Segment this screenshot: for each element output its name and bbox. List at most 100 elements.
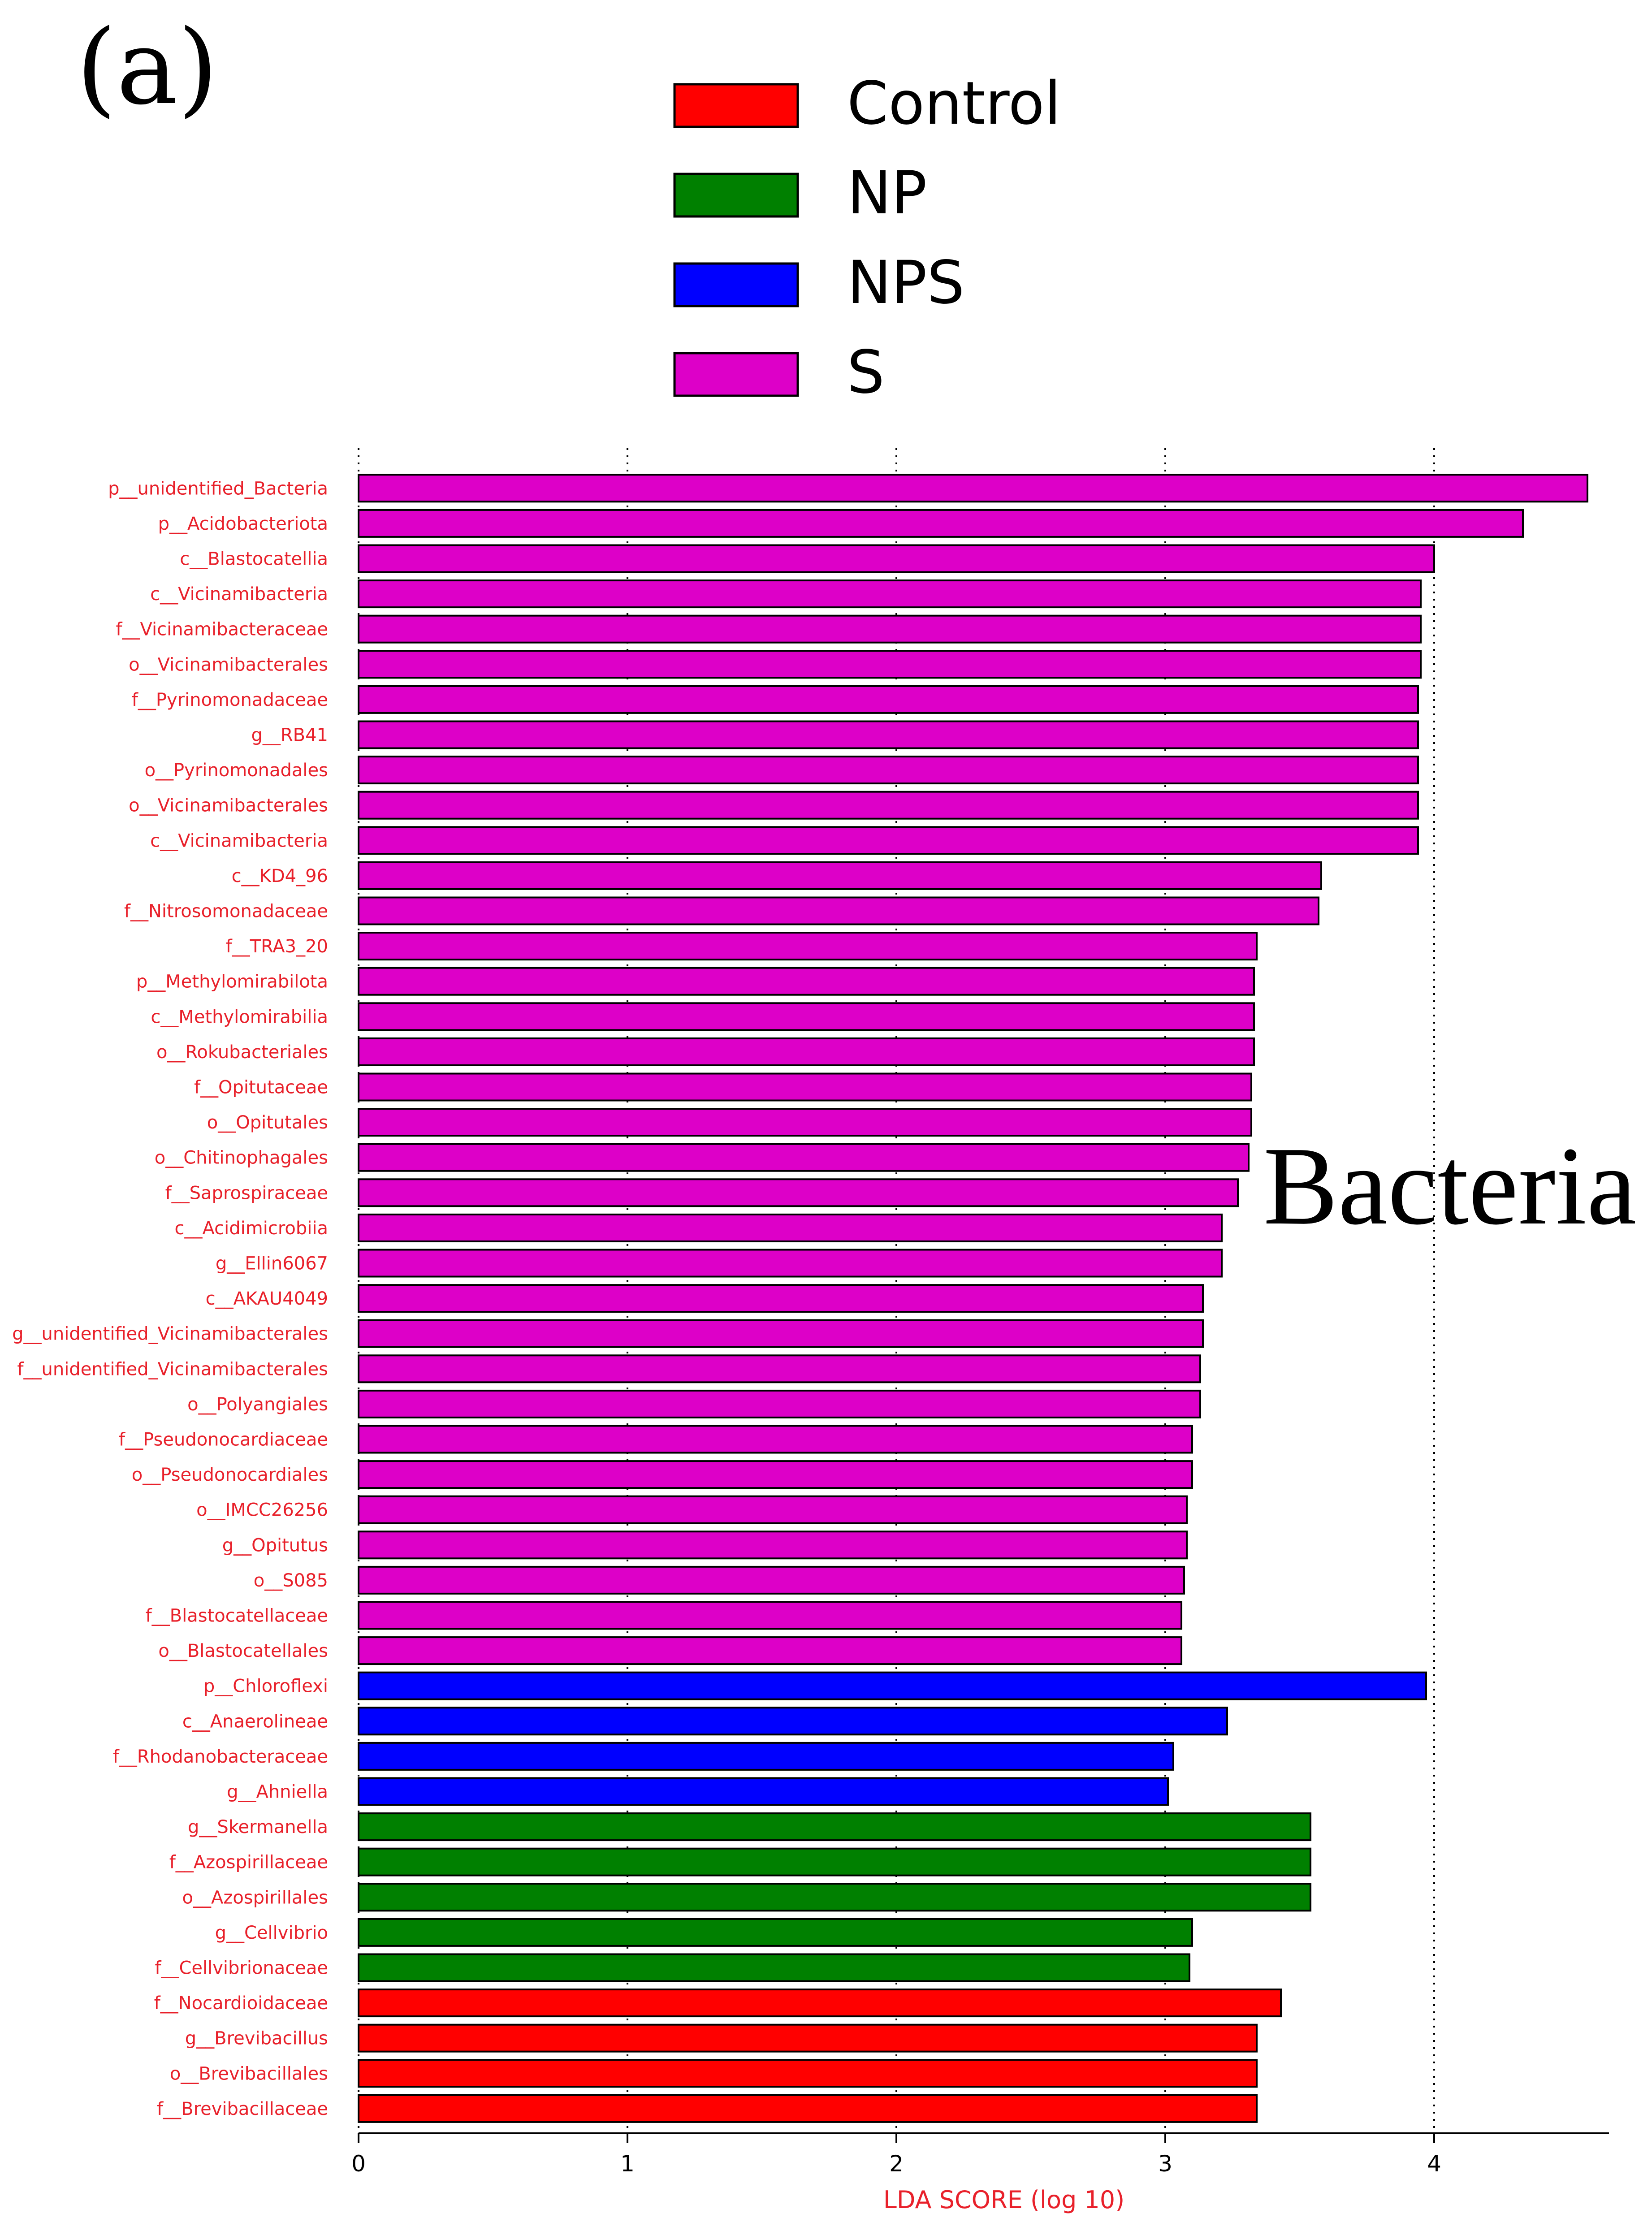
- bar-label: o__Pseudonocardiales: [132, 1465, 328, 1485]
- bar-label: p__unidentified_Bacteria: [108, 478, 328, 499]
- x-tick-label: 4: [1427, 2151, 1441, 2177]
- bar-label: c__Vicinamibacteria: [150, 830, 328, 851]
- bar-label: o__Polyangiales: [187, 1394, 328, 1415]
- bar: [358, 1530, 1188, 1560]
- bar-labels: p__unidentified_Bacteria p__Acidobacterio…: [12, 478, 328, 2119]
- x-axis-title: LDA SCORE (log 10): [883, 2186, 1124, 2214]
- bar: [358, 861, 1322, 890]
- bar: [358, 1213, 1223, 1242]
- bar: [358, 579, 1422, 609]
- bar: [358, 614, 1422, 644]
- bar-label: o__Azospirillales: [182, 1887, 328, 1908]
- legend-label-control: Control: [847, 69, 1061, 138]
- bar: [358, 1671, 1427, 1700]
- bar: [358, 1108, 1252, 1137]
- bar-label: g__Ellin6067: [216, 1254, 328, 1274]
- bar-label: c__Vicinamibacteria: [150, 584, 328, 605]
- bar: [358, 1812, 1311, 1842]
- bar: [358, 1284, 1204, 1313]
- bar-label: f__Saprospiraceae: [165, 1183, 328, 1203]
- panel-label: (a): [76, 8, 218, 128]
- bar: [358, 544, 1435, 573]
- x-tick-label: 3: [1158, 2151, 1172, 2177]
- legend-swatch-np: [673, 173, 799, 218]
- bar: [358, 826, 1419, 855]
- bar: [358, 2023, 1258, 2053]
- bar: [358, 1389, 1201, 1418]
- bar-label: f__Pyrinomonadaceae: [132, 690, 328, 710]
- legend-swatch-s: [673, 352, 799, 397]
- bar-label: f__Azospirillaceae: [169, 1852, 328, 1873]
- bar: [358, 896, 1319, 925]
- bar-label: g__Ahniella: [227, 1782, 328, 1803]
- bar: [358, 1742, 1174, 1771]
- bar-label: f__Pseudonocardiaceae: [119, 1430, 328, 1450]
- bar-label: p__Chloroflexi: [203, 1676, 328, 1697]
- bar: [358, 685, 1419, 714]
- bar-label: f__unidentified_Vicinamibacterales: [17, 1359, 328, 1379]
- bar-label: p__Methylomirabilota: [136, 972, 328, 992]
- bar: [358, 1495, 1188, 1524]
- bar: [358, 1354, 1201, 1383]
- bar-label: c__Blastocatellia: [180, 549, 328, 570]
- bar: [358, 967, 1255, 996]
- bar-label: c__Anaerolineae: [182, 1711, 328, 1732]
- bar: [358, 1249, 1223, 1278]
- bar-label: c__AKAU4049: [206, 1288, 328, 1309]
- x-axis: 0 1 2 3 4: [351, 2132, 1609, 2177]
- bar-label: o__Brevibacillales: [170, 2063, 328, 2084]
- bar: [358, 1918, 1193, 1947]
- bar: [358, 1883, 1311, 1912]
- x-tick-label: 1: [620, 2151, 635, 2177]
- legend-swatch-control: [673, 83, 799, 128]
- bar-label: f__Nocardioidaceae: [154, 1993, 328, 2014]
- bar: [358, 1460, 1193, 1489]
- bar-label: p__Acidobacteriota: [158, 514, 328, 534]
- bar-label: o__IMCC26256: [196, 1500, 328, 1521]
- legend-swatch-nps: [673, 262, 799, 307]
- legend: Control NP NPS S: [673, 69, 1061, 407]
- bar: [358, 2059, 1258, 2088]
- bar-label: c__Acidimicrobiia: [175, 1218, 329, 1239]
- bar-label: g__Skermanella: [188, 1817, 328, 1837]
- bar-label: o__Opitutales: [207, 1112, 328, 1133]
- bar-label: g__Cellvibrio: [215, 1923, 328, 1943]
- bar: [358, 650, 1422, 679]
- bar: [358, 1178, 1239, 1207]
- bar-label: f__Nitrosomonadaceae: [124, 901, 328, 922]
- bar-label: o__S085: [254, 1570, 328, 1591]
- bar-label: o__Chitinophagales: [155, 1148, 328, 1168]
- bar-label: f__Vicinamibacteraceae: [116, 619, 328, 640]
- bar-label: g__Brevibacillus: [185, 2028, 328, 2049]
- bar-label: c__Methylomirabilia: [151, 1007, 328, 1027]
- bar: [358, 1707, 1228, 1736]
- bar-label: o__Rokubacteriales: [156, 1042, 328, 1063]
- bar: [358, 1953, 1190, 1982]
- bar-label: f__Brevibacillaceae: [157, 2099, 328, 2119]
- bar-label: g__unidentified_Vicinamibacterales: [12, 1324, 328, 1344]
- bar-label: o__Vicinamibacterales: [129, 795, 328, 816]
- bar-label: o__Pyrinomonadales: [145, 760, 328, 781]
- bar-label: o__Blastocatellales: [158, 1641, 328, 1661]
- bar-label: f__Cellvibrionaceae: [155, 1958, 328, 1979]
- bar-label: f__Blastocatellaceae: [146, 1606, 328, 1626]
- bar: [358, 756, 1419, 785]
- legend-label-nps: NPS: [847, 248, 964, 317]
- bar: [358, 1319, 1204, 1348]
- bar-label: o__Vicinamibacterales: [129, 654, 328, 675]
- bar-label: c__KD4_96: [232, 866, 328, 886]
- x-tick-label: 2: [889, 2151, 904, 2177]
- bar: [358, 1072, 1252, 1102]
- bar: [358, 1143, 1250, 1172]
- bar: [358, 1037, 1255, 1066]
- bar: [358, 2094, 1258, 2123]
- bar-label: g__Opitutus: [222, 1535, 328, 1556]
- bar: [358, 720, 1419, 749]
- bar: [358, 1989, 1282, 2018]
- x-tick-label: 0: [351, 2151, 366, 2177]
- bar: [358, 1425, 1193, 1454]
- bar: [358, 1636, 1182, 1665]
- bar: [358, 1601, 1182, 1630]
